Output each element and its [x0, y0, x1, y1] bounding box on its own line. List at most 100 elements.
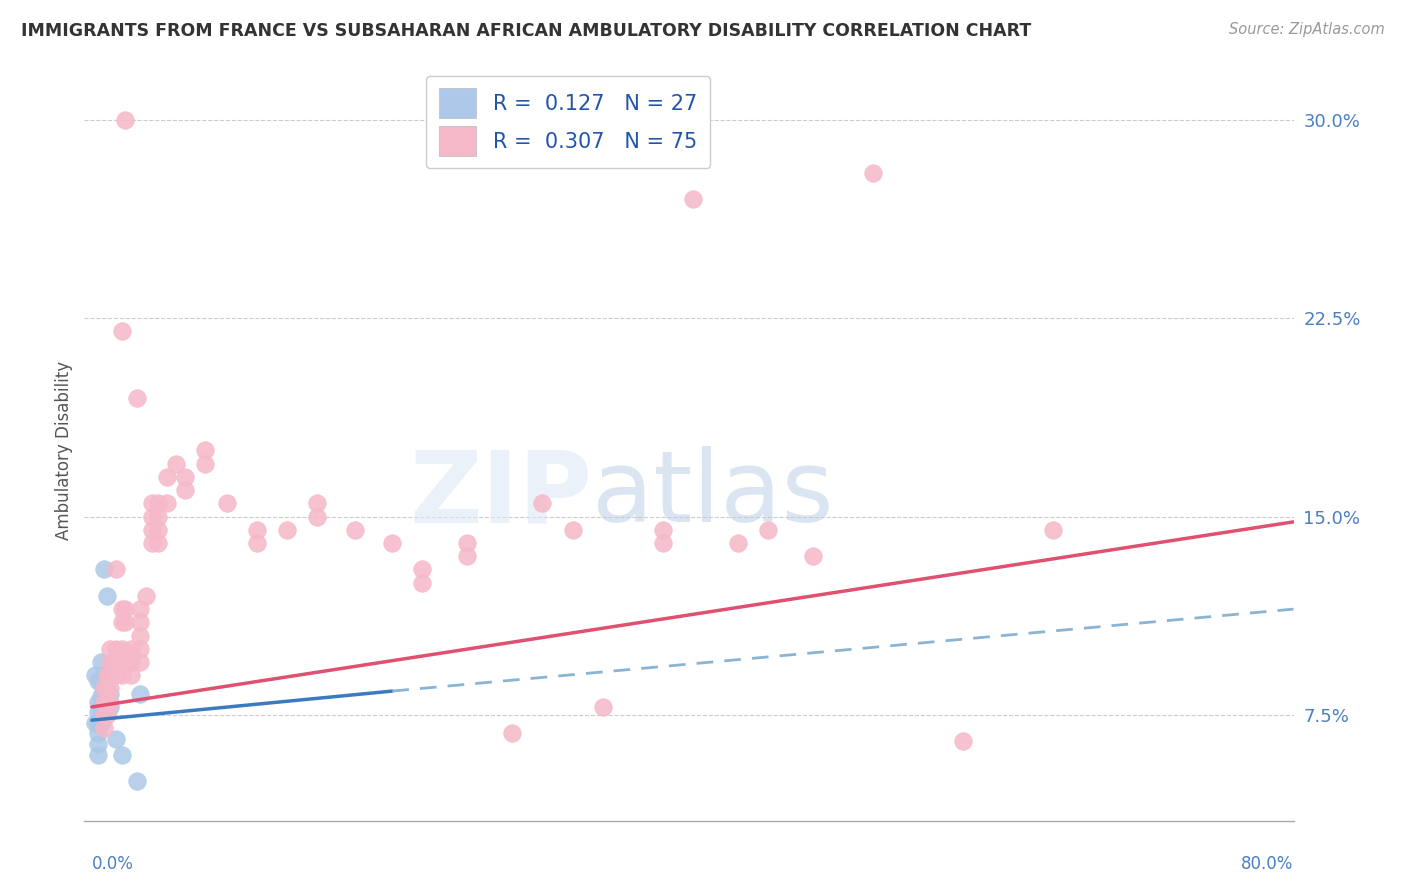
- Point: [1042, 523, 1064, 537]
- Point: [215, 496, 238, 510]
- Point: [111, 668, 134, 682]
- Point: [83, 668, 105, 682]
- Point: [141, 496, 163, 510]
- Point: [104, 562, 127, 576]
- Point: [90, 690, 112, 704]
- Point: [120, 655, 142, 669]
- Point: [96, 681, 118, 696]
- Point: [727, 536, 749, 550]
- Point: [531, 496, 554, 510]
- Point: [141, 536, 163, 550]
- Point: [93, 710, 115, 724]
- Point: [87, 737, 110, 751]
- Point: [93, 707, 115, 722]
- Point: [411, 562, 433, 576]
- Point: [93, 695, 115, 709]
- Point: [592, 700, 614, 714]
- Point: [146, 509, 169, 524]
- Point: [90, 673, 112, 688]
- Point: [246, 523, 269, 537]
- Point: [146, 523, 169, 537]
- Point: [651, 536, 673, 550]
- Point: [114, 615, 136, 630]
- Point: [96, 668, 118, 682]
- Point: [98, 681, 121, 696]
- Text: IMMIGRANTS FROM FRANCE VS SUBSAHARAN AFRICAN AMBULATORY DISABILITY CORRELATION C: IMMIGRANTS FROM FRANCE VS SUBSAHARAN AFR…: [21, 22, 1032, 40]
- Point: [156, 496, 179, 510]
- Point: [104, 668, 127, 682]
- Point: [96, 668, 118, 682]
- Point: [114, 112, 136, 127]
- Point: [276, 523, 298, 537]
- Point: [561, 523, 583, 537]
- Point: [104, 641, 127, 656]
- Point: [801, 549, 824, 564]
- Point: [114, 602, 136, 616]
- Point: [96, 589, 118, 603]
- Point: [87, 705, 110, 719]
- Point: [87, 673, 110, 688]
- Point: [98, 655, 121, 669]
- Point: [93, 562, 115, 576]
- Point: [93, 721, 115, 735]
- Point: [125, 391, 148, 405]
- Point: [193, 443, 215, 458]
- Point: [952, 734, 974, 748]
- Point: [174, 470, 197, 484]
- Point: [129, 602, 152, 616]
- Point: [104, 731, 127, 746]
- Y-axis label: Ambulatory Disability: Ambulatory Disability: [55, 361, 73, 540]
- Point: [87, 726, 110, 740]
- Point: [87, 715, 110, 730]
- Point: [98, 700, 121, 714]
- Point: [129, 629, 152, 643]
- Point: [307, 496, 329, 510]
- Point: [501, 726, 523, 740]
- Text: Source: ZipAtlas.com: Source: ZipAtlas.com: [1229, 22, 1385, 37]
- Point: [651, 523, 673, 537]
- Point: [246, 536, 269, 550]
- Point: [381, 536, 404, 550]
- Point: [87, 747, 110, 762]
- Point: [307, 509, 329, 524]
- Point: [174, 483, 197, 497]
- Point: [129, 641, 152, 656]
- Point: [98, 695, 121, 709]
- Text: ZIP: ZIP: [409, 446, 592, 543]
- Point: [111, 655, 134, 669]
- Point: [87, 695, 110, 709]
- Point: [682, 192, 704, 206]
- Point: [756, 523, 779, 537]
- Point: [90, 655, 112, 669]
- Legend: R =  0.127   N = 27, R =  0.307   N = 75: R = 0.127 N = 27, R = 0.307 N = 75: [426, 76, 710, 169]
- Point: [111, 615, 134, 630]
- Point: [93, 681, 115, 696]
- Point: [146, 536, 169, 550]
- Point: [156, 470, 179, 484]
- Point: [120, 641, 142, 656]
- Point: [96, 695, 118, 709]
- Point: [456, 549, 478, 564]
- Point: [111, 325, 134, 339]
- Point: [90, 700, 112, 714]
- Point: [129, 655, 152, 669]
- Point: [104, 655, 127, 669]
- Point: [129, 615, 152, 630]
- Point: [135, 589, 157, 603]
- Point: [98, 687, 121, 701]
- Text: 0.0%: 0.0%: [91, 855, 134, 873]
- Point: [93, 698, 115, 712]
- Point: [862, 166, 884, 180]
- Text: 80.0%: 80.0%: [1241, 855, 1294, 873]
- Point: [193, 457, 215, 471]
- Point: [129, 687, 152, 701]
- Point: [111, 641, 134, 656]
- Point: [120, 668, 142, 682]
- Point: [111, 747, 134, 762]
- Point: [90, 715, 112, 730]
- Point: [165, 457, 187, 471]
- Text: atlas: atlas: [592, 446, 834, 543]
- Point: [141, 509, 163, 524]
- Point: [411, 575, 433, 590]
- Point: [141, 523, 163, 537]
